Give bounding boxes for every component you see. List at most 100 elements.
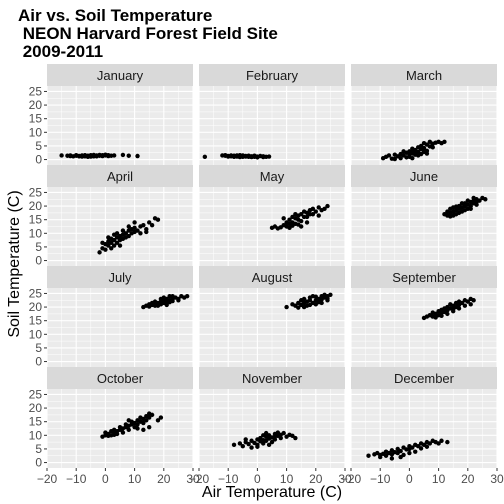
data-point <box>123 231 129 236</box>
y-tick-label: 15 <box>29 415 43 429</box>
data-point <box>255 444 260 449</box>
data-point <box>424 151 430 156</box>
chart-title: Air vs. Soil Temperature NEON Harvard Fo… <box>18 6 278 61</box>
x-tick-label: −10 <box>370 472 391 486</box>
data-point <box>158 415 164 420</box>
data-point <box>410 445 415 450</box>
facet-strip-label-december: December <box>394 371 455 386</box>
facet-strip-january <box>47 64 193 86</box>
facet-may: May <box>198 165 346 266</box>
data-point <box>111 243 117 248</box>
y-tick-label: 10 <box>29 226 43 240</box>
x-tick-label: 0 <box>254 472 261 486</box>
facet-strip-label-october: October <box>97 371 144 386</box>
data-point <box>310 206 316 211</box>
data-point <box>448 214 453 219</box>
x-tick-label: −10 <box>218 472 239 486</box>
y-tick-label: 25 <box>29 84 43 98</box>
y-tick-label: 5 <box>35 341 42 355</box>
data-point <box>325 203 330 209</box>
facet-december: December −20 −10 0 10 20 30 <box>341 367 504 486</box>
data-point <box>109 246 114 251</box>
data-point <box>126 224 131 229</box>
data-point <box>103 247 108 252</box>
x-tick-label: 20 <box>461 472 475 486</box>
data-point <box>243 437 248 442</box>
data-point <box>111 232 117 237</box>
data-point <box>120 152 126 158</box>
data-point <box>223 153 228 158</box>
data-point <box>237 152 243 158</box>
data-point <box>231 442 237 448</box>
data-point <box>272 434 278 439</box>
data-point <box>147 415 152 420</box>
data-point <box>313 209 318 214</box>
data-point <box>138 231 143 236</box>
data-point <box>453 204 459 209</box>
facet-strip-august <box>199 266 345 288</box>
data-point <box>109 240 114 246</box>
facet-strip-april <box>47 165 193 187</box>
y-tick-label: 0 <box>35 153 42 167</box>
data-point <box>424 444 430 449</box>
chart-title-line-2: NEON Harvard Forest Field Site <box>18 24 278 43</box>
data-point <box>404 155 409 160</box>
y-tick-label: 0 <box>35 355 42 369</box>
data-point <box>304 220 310 225</box>
data-point <box>141 427 146 433</box>
data-point <box>126 233 131 239</box>
facet-strip-label-january: January <box>97 68 144 83</box>
data-point <box>135 426 140 431</box>
facet-strip-label-september: September <box>392 270 456 285</box>
data-point <box>418 446 424 451</box>
data-point <box>135 228 140 233</box>
data-point <box>439 438 444 443</box>
data-point <box>296 222 301 227</box>
facet-june: June <box>350 165 498 266</box>
x-tick-label: 0 <box>406 472 413 486</box>
data-point <box>299 212 304 217</box>
data-point <box>114 240 120 246</box>
facet-february: February <box>198 64 346 165</box>
data-point <box>155 217 161 222</box>
facet-strip-september <box>351 266 497 288</box>
y-tick-label: 20 <box>29 98 43 112</box>
facet-november: November −20 −10 0 10 20 30 <box>189 367 352 486</box>
data-point <box>237 441 243 446</box>
y-tick-label: 5 <box>35 442 42 456</box>
x-tick-label: −10 <box>66 472 87 486</box>
data-point <box>445 311 450 317</box>
facet-strip-label-november: November <box>242 371 303 386</box>
data-point <box>366 453 371 458</box>
data-point <box>296 305 301 310</box>
data-point <box>477 198 482 203</box>
y-tick-label: 25 <box>29 387 43 401</box>
facet-strip-label-july: July <box>108 270 132 285</box>
data-point <box>322 206 327 211</box>
data-point <box>439 313 444 318</box>
data-point <box>427 441 433 446</box>
data-point <box>155 418 161 423</box>
data-point <box>293 435 298 441</box>
data-point <box>246 441 251 447</box>
data-point <box>261 441 266 446</box>
data-point <box>106 235 111 240</box>
data-point <box>97 250 102 255</box>
data-point <box>287 217 292 222</box>
y-tick-label: 10 <box>29 428 43 442</box>
data-point <box>91 152 96 158</box>
data-point <box>307 302 313 308</box>
x-tick-label: 20 <box>309 472 323 486</box>
data-point <box>290 223 295 228</box>
y-tick-label: 10 <box>29 125 43 139</box>
y-tick-label: 0 <box>35 456 42 470</box>
facet-strip-march <box>351 64 497 86</box>
data-point <box>442 139 447 145</box>
y-tick-label: 25 <box>29 185 43 199</box>
x-tick-label: 30 <box>338 472 352 486</box>
x-tick-label: −20 <box>341 472 362 486</box>
y-tick-label: 25 <box>29 286 43 300</box>
